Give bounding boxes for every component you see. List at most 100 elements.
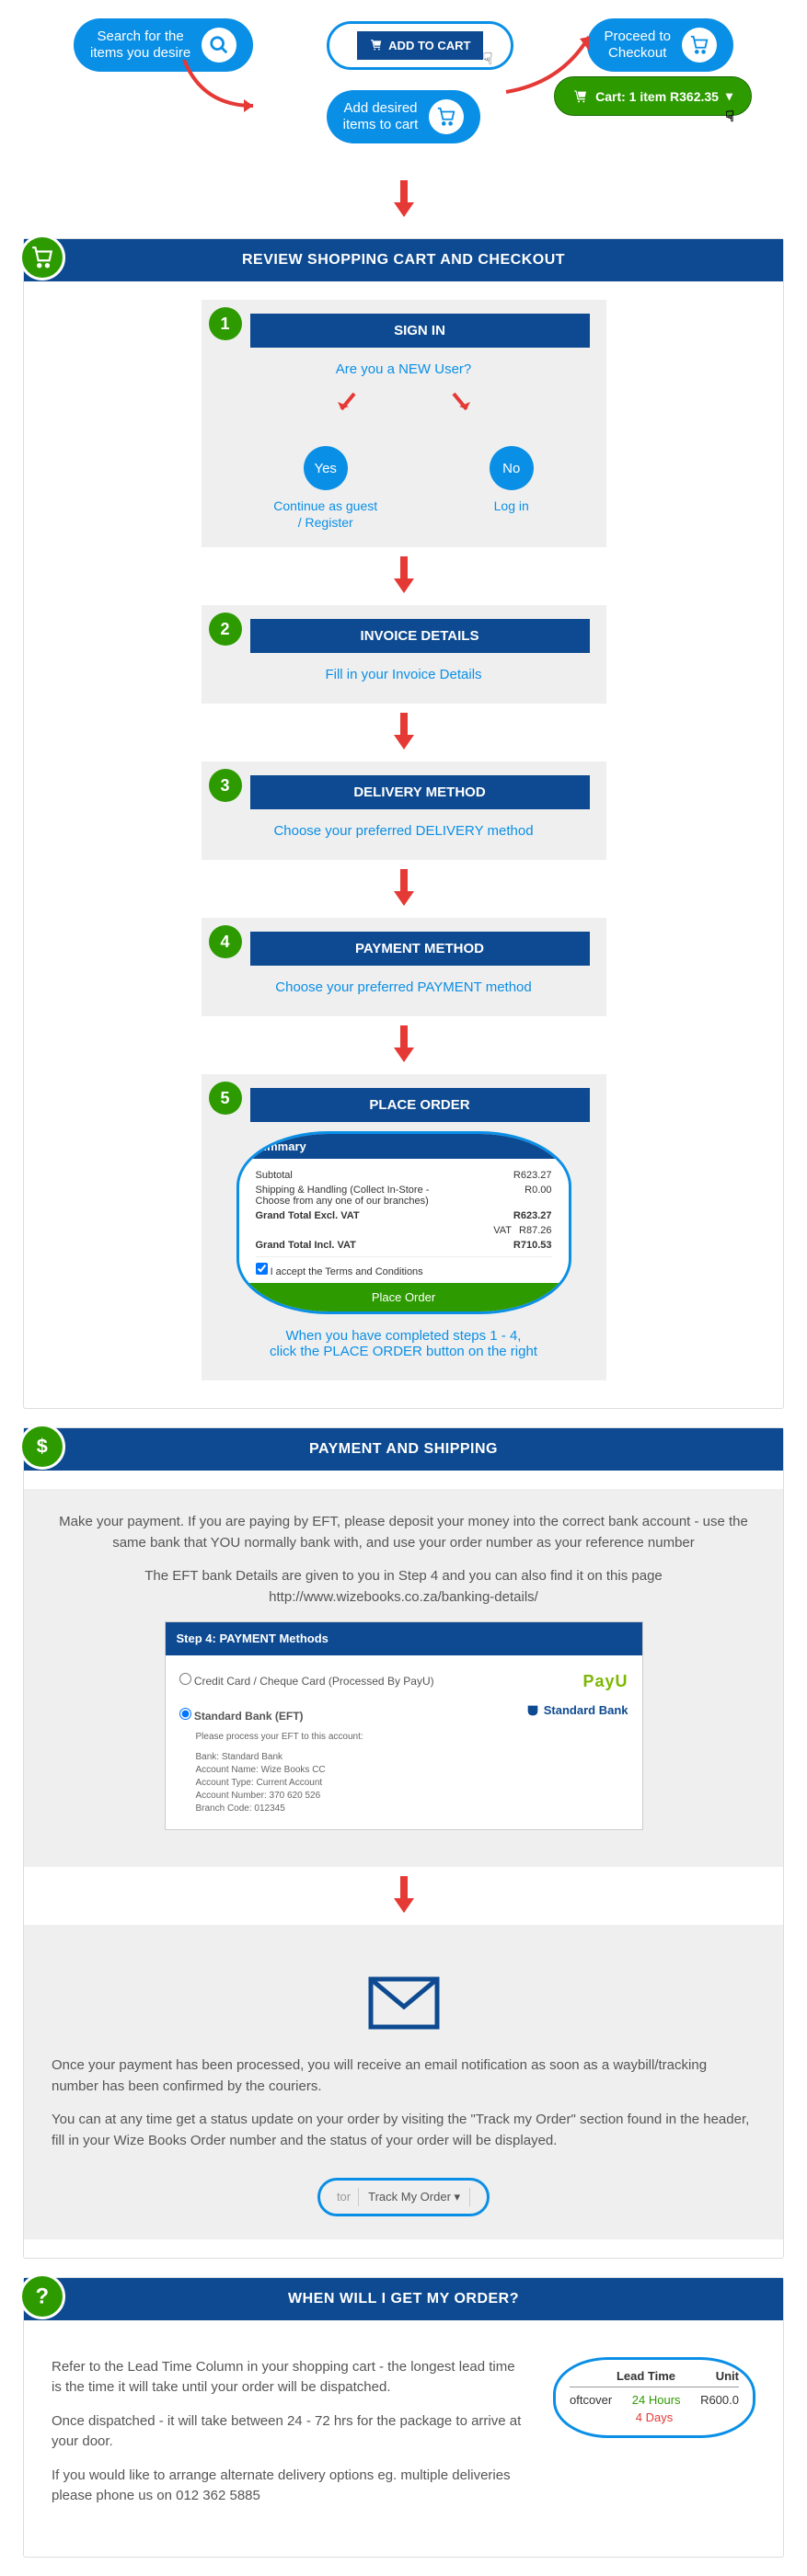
down-arrow — [0, 180, 807, 220]
payment-option-card[interactable]: Credit Card / Cheque Card (Processed By … — [179, 1669, 628, 1693]
step-signin: 1 SIGN IN Are you a NEW User? Yes Contin… — [202, 300, 606, 547]
shipping-value: R0.00 — [525, 1185, 551, 1207]
add-items-label: Add desired items to cart — [343, 100, 419, 133]
svg-text:$: $ — [37, 1435, 49, 1458]
section-header: ? WHEN WILL I GET MY ORDER? — [24, 2278, 783, 2320]
step-title: PLACE ORDER — [250, 1088, 590, 1122]
no-option[interactable]: No Log in — [490, 446, 534, 531]
terms-row: I accept the Terms and Conditions — [256, 1256, 552, 1283]
branch-arrow-icon — [446, 391, 474, 418]
step-title: INVOICE DETAILS — [250, 619, 590, 653]
col-lead-time: Lead Time — [617, 2369, 675, 2383]
question-section-icon: ? — [19, 2273, 65, 2319]
step-subtitle: Fill in your Invoice Details — [218, 662, 590, 687]
down-arrow — [24, 869, 783, 909]
total-excl-value: R623.27 — [513, 1210, 552, 1221]
cart-status-button[interactable]: Cart: 1 item R362.35 ▾ — [554, 76, 752, 116]
add-items-pill: Add desired items to cart — [327, 90, 481, 143]
section-header: $ PAYMENT AND SHIPPING — [24, 1428, 783, 1471]
section-title: REVIEW SHOPPING CART AND CHECKOUT — [242, 252, 565, 268]
down-arrow — [24, 713, 783, 752]
row-2: Add desired items to cart Cart: 1 item R… — [0, 81, 807, 171]
cart-status-label: Cart: 1 item R362.35 — [595, 89, 719, 104]
top-flow-row: Search for the items you desire ADD TO C… — [0, 0, 807, 81]
step-number: 4 — [209, 925, 242, 958]
step-title: DELIVERY METHOD — [250, 775, 590, 809]
place-order-button[interactable]: Place Order — [239, 1283, 569, 1311]
terms-label: I accept the Terms and Conditions — [271, 1266, 423, 1277]
section-title: PAYMENT AND SHIPPING — [309, 1441, 498, 1457]
section-title: WHEN WILL I GET MY ORDER? — [288, 2291, 519, 2307]
terms-checkbox[interactable] — [256, 1263, 268, 1275]
order-summary: Summary SubtotalR623.27 Shipping & Handl… — [236, 1131, 571, 1314]
down-arrow — [24, 1876, 783, 1916]
step-number: 2 — [209, 613, 242, 646]
row1-cover: oftcover — [570, 2393, 612, 2407]
bank-details: Bank: Standard Bank Account Name: Wize B… — [179, 1751, 628, 1815]
proceed-pill: Proceed to Checkout — [587, 18, 733, 72]
yes-circle: Yes — [304, 446, 348, 490]
payu-logo: PayU — [582, 1669, 628, 1694]
payment-p2: The EFT bank Details are given to you in… — [52, 1566, 755, 1608]
shipping-label: Shipping & Handling (Collect In-Store - … — [256, 1185, 440, 1207]
add-to-cart-bubble: ADD TO CART ☟ — [327, 21, 513, 70]
step-title: SIGN IN — [250, 314, 590, 348]
yes-label: Continue as guest / Register — [273, 498, 377, 531]
svg-text:?: ? — [35, 2284, 49, 2308]
yes-option[interactable]: Yes Continue as guest / Register — [273, 446, 377, 531]
track-order-button[interactable]: tor Track My Order ▾ — [317, 2178, 490, 2216]
cart-icon — [682, 28, 717, 63]
standard-bank-logo: Standard Bank — [525, 1701, 628, 1720]
section-header: REVIEW SHOPPING CART AND CHECKOUT — [24, 239, 783, 281]
no-circle: No — [490, 446, 534, 490]
no-label: Log in — [490, 498, 534, 514]
lead-time-section: ? WHEN WILL I GET MY ORDER? Refer to the… — [23, 2277, 784, 2558]
step-subtitle: Choose your preferred PAYMENT method — [218, 975, 590, 1000]
proceed-label: Proceed to Checkout — [604, 29, 671, 62]
lead-time-table: x Lead Time Unit oftcover 24 Hours R600.… — [553, 2357, 755, 2438]
shipping-p1: Once your payment has been processed, yo… — [52, 2055, 755, 2097]
down-arrow — [24, 1025, 783, 1065]
review-checkout-section: REVIEW SHOPPING CART AND CHECKOUT 1 SIGN… — [23, 238, 784, 1409]
total-incl-label: Grand Total Incl. VAT — [256, 1240, 356, 1251]
payment-methods-box: Step 4: PAYMENT Methods PayU Standard Ba… — [165, 1621, 643, 1830]
track-order-label: Track My Order ▾ — [358, 2188, 470, 2206]
add-to-cart-label: ADD TO CART — [388, 39, 470, 52]
payment-p1: Make your payment. If you are paying by … — [52, 1512, 755, 1553]
vat-label: VAT — [493, 1225, 512, 1236]
col-unit: Unit — [716, 2369, 739, 2383]
shipping-p2: You can at any time get a status update … — [52, 2110, 755, 2151]
step-number: 1 — [209, 307, 242, 340]
down-arrow — [24, 556, 783, 596]
total-incl-value: R710.53 — [513, 1240, 552, 1251]
row2-lead: 4 Days — [636, 2410, 673, 2424]
lead-time-content: Refer to the Lead Time Column in your sh… — [24, 2339, 783, 2538]
add-to-cart-button[interactable]: ADD TO CART — [357, 31, 483, 60]
cart-section-icon — [19, 235, 65, 280]
step-place-order: 5 PLACE ORDER Summary SubtotalR623.27 Sh… — [202, 1074, 606, 1380]
step-payment: 4 PAYMENT METHOD Choose your preferred P… — [202, 918, 606, 1016]
step-subtitle: Are you a NEW User? — [218, 357, 590, 382]
place-order-note: When you have completed steps 1 - 4, cli… — [218, 1323, 590, 1364]
summary-header: Summary — [239, 1134, 569, 1159]
payment-box-header: Step 4: PAYMENT Methods — [166, 1622, 642, 1655]
row1-lead: 24 Hours — [632, 2393, 681, 2407]
payment-shipping-section: $ PAYMENT AND SHIPPING Make your payment… — [23, 1427, 784, 2259]
eft-instruction: Please process your EFT to this account: — [179, 1731, 628, 1744]
step-subtitle: Choose your preferred DELIVERY method — [218, 819, 590, 843]
vat-value: R87.26 — [519, 1225, 551, 1236]
cursor-icon: ☟ — [483, 50, 493, 69]
step-delivery: 3 DELIVERY METHOD Choose your preferred … — [202, 761, 606, 860]
row1-price: R600.0 — [700, 2393, 739, 2407]
dollar-section-icon: $ — [19, 1424, 65, 1470]
cart-plus-icon — [429, 99, 464, 134]
lead-time-text: Refer to the Lead Time Column in your sh… — [52, 2357, 525, 2520]
total-excl-label: Grand Total Excl. VAT — [256, 1210, 360, 1221]
step-number: 3 — [209, 769, 242, 802]
subtotal-value: R623.27 — [513, 1170, 552, 1181]
payment-instructions: Make your payment. If you are paying by … — [24, 1489, 783, 1867]
dropdown-icon: ▾ — [726, 88, 732, 104]
step-invoice: 2 INVOICE DETAILS Fill in your Invoice D… — [202, 605, 606, 704]
shipping-instructions: Once your payment has been processed, yo… — [24, 1925, 783, 2239]
mail-icon — [52, 1975, 755, 2038]
